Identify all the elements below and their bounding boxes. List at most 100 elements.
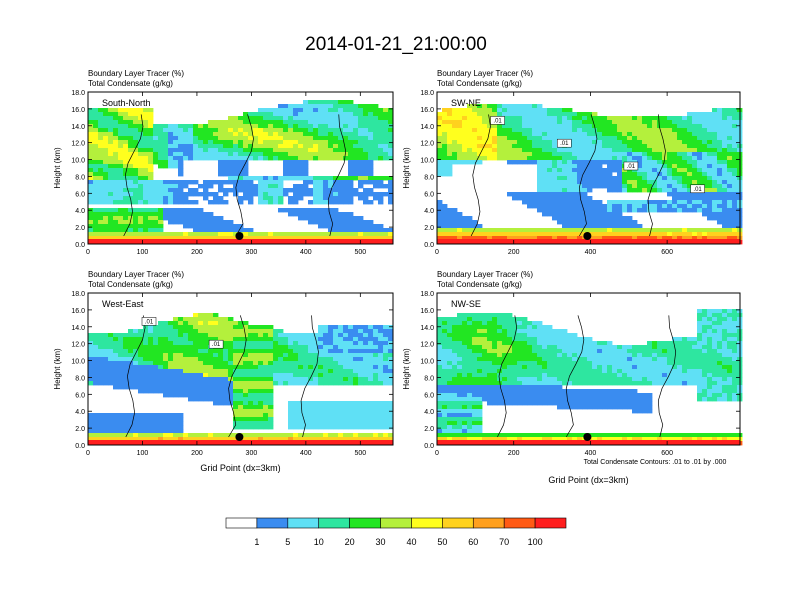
heatmap-cell: [647, 144, 653, 149]
heatmap-cell: [607, 164, 613, 169]
heatmap-cell: [343, 409, 349, 414]
heatmap-cell: [358, 128, 364, 133]
heatmap-cell: [682, 172, 688, 177]
heatmap-cell: [702, 148, 708, 153]
x-tick-label: 0: [86, 249, 90, 256]
heatmap-cell: [552, 188, 558, 193]
heatmap-cell: [637, 136, 643, 141]
heatmap-cell: [138, 389, 144, 394]
heatmap-cell: [253, 188, 259, 193]
heatmap-cell: [388, 329, 394, 334]
heatmap-cell: [133, 208, 139, 213]
heatmap-cell: [368, 369, 374, 374]
heatmap-cell: [722, 152, 728, 157]
heatmap-cell: [363, 148, 369, 153]
heatmap-cell: [118, 224, 124, 229]
heatmap-cell: [388, 144, 394, 149]
heatmap-cell: [592, 116, 598, 121]
heatmap-cell: [138, 353, 144, 358]
heatmap-cell: [567, 224, 573, 229]
heatmap-cell: [612, 160, 618, 165]
heatmap-cell: [602, 148, 608, 153]
heatmap-cell: [462, 124, 468, 129]
heatmap-cell: [722, 188, 728, 193]
heatmap-cell: [323, 188, 329, 193]
heatmap-cell: [103, 168, 109, 173]
heatmap-cell: [702, 116, 708, 121]
heatmap-cell: [702, 168, 708, 173]
heatmap-cell: [143, 220, 149, 225]
heatmap-cell: [193, 321, 199, 326]
heatmap-cell: [487, 148, 493, 153]
heatmap-cell: [243, 168, 249, 173]
heatmap-cell: [368, 337, 374, 342]
heatmap-cell: [138, 128, 144, 133]
location-marker: [235, 232, 244, 240]
heatmap-cell: [662, 140, 668, 145]
heatmap-cell: [532, 132, 538, 137]
heatmap-cell: [258, 357, 264, 362]
heatmap-cell: [208, 361, 214, 366]
heatmap-cell: [462, 224, 468, 229]
heatmap-cell: [467, 228, 473, 233]
heatmap-cell: [268, 397, 274, 402]
heatmap-cell: [363, 421, 369, 426]
heatmap-cell: [612, 232, 618, 237]
heatmap-cell: [303, 413, 309, 418]
heatmap-cell: [123, 385, 129, 390]
heatmap-cell: [702, 156, 708, 161]
heatmap-cell: [178, 433, 184, 438]
heatmap-cell: [268, 325, 274, 330]
heatmap-cell: [168, 349, 174, 354]
heatmap-cell: [358, 224, 364, 229]
heatmap-cell: [173, 317, 179, 322]
heatmap-cell: [373, 325, 379, 330]
heatmap-cell: [298, 381, 304, 386]
heatmap-cell: [562, 192, 568, 197]
heatmap-cell: [158, 433, 164, 438]
heatmap-cell: [223, 389, 229, 394]
heatmap-cell: [717, 168, 723, 173]
heatmap-cell: [233, 357, 239, 362]
heatmap-cell: [313, 148, 319, 153]
heatmap-cell: [88, 433, 94, 438]
heatmap-cell: [258, 232, 264, 237]
heatmap-cell: [567, 212, 573, 217]
heatmap-cell: [168, 333, 174, 338]
y-tick-label: 8.0: [75, 375, 85, 382]
heatmap-cell: [143, 176, 149, 181]
heatmap-cell: [218, 180, 224, 185]
heatmap-cell: [348, 361, 354, 366]
heatmap-cell: [118, 429, 124, 434]
heatmap-cell: [243, 437, 249, 442]
heatmap-cell: [667, 128, 673, 133]
heatmap-cell: [228, 321, 234, 326]
heatmap-cell: [318, 196, 324, 201]
heatmap-cell: [368, 112, 374, 117]
heatmap-cell: [308, 192, 314, 197]
heatmap-cell: [303, 349, 309, 354]
heatmap-cell: [288, 152, 294, 157]
heatmap-cell: [168, 188, 174, 193]
heatmap-cell: [353, 112, 359, 117]
heatmap-cell: [527, 152, 533, 157]
heatmap-cell: [672, 236, 678, 241]
heatmap-cell: [293, 188, 299, 193]
heatmap-cell: [552, 172, 558, 177]
heatmap-cell: [323, 409, 329, 414]
heatmap-cell: [188, 349, 194, 354]
heatmap-cell: [722, 136, 728, 141]
heatmap-cell: [527, 228, 533, 233]
heatmap-cell: [298, 353, 304, 358]
heatmap-cell: [517, 192, 523, 197]
heatmap-cell: [527, 136, 533, 141]
heatmap-cell: [288, 208, 294, 213]
heatmap-cell: [652, 164, 658, 169]
heatmap-cell: [248, 232, 254, 237]
heatmap-cell: [233, 148, 239, 153]
heatmap-cell: [617, 204, 623, 209]
heatmap-cell: [702, 172, 708, 177]
heatmap-cell: [338, 212, 344, 217]
heatmap-cell: [163, 389, 169, 394]
heatmap-cell: [532, 148, 538, 153]
